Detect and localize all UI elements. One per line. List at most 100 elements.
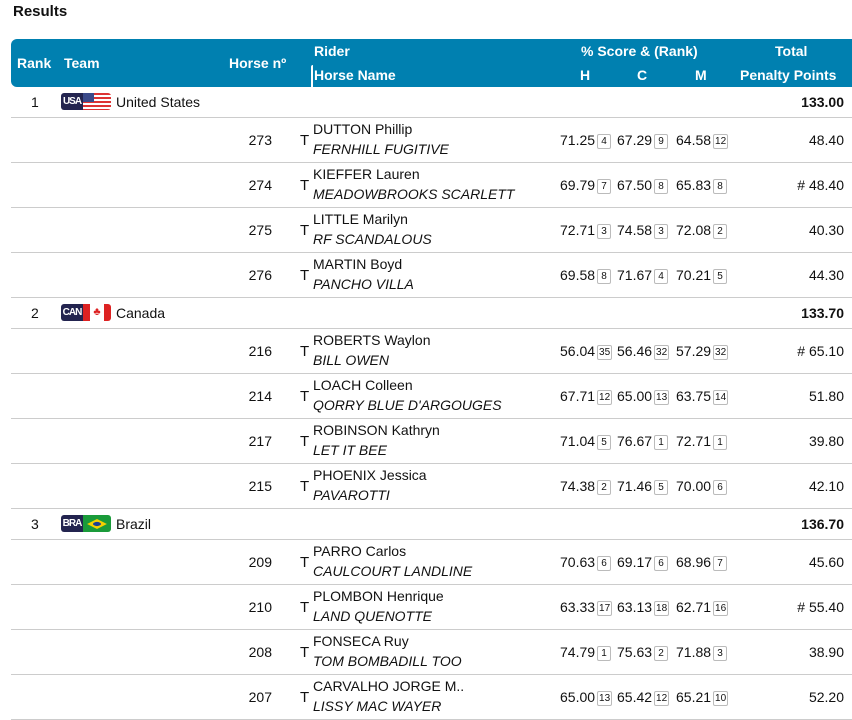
rank-badge: 5 xyxy=(597,435,612,450)
score-c: 69.17 6 xyxy=(617,554,669,571)
score-value: 67.50 xyxy=(617,177,653,193)
team-marker: T xyxy=(300,689,310,706)
flag-image xyxy=(83,515,111,532)
horse-name: LISSY MAC WAYER xyxy=(313,698,442,714)
results-table: 1 USA United States 133.00 273 T DUTTON Philli… xyxy=(11,87,852,720)
page-title: Results xyxy=(13,3,68,20)
team-marker: T xyxy=(300,433,310,450)
col-rank[interactable]: Rank xyxy=(17,55,52,71)
rider-row[interactable]: 216 T ROBERTS Waylon BILL OWEN 56.04 35 56.46 3… xyxy=(11,329,852,374)
score-c: 65.42 12 xyxy=(617,689,670,706)
horse-number: 276 xyxy=(248,267,272,283)
score-value: 76.67 xyxy=(617,433,653,449)
score-h: 63.33 17 xyxy=(560,599,613,616)
team-marker: T xyxy=(300,388,310,405)
rank-badge: 6 xyxy=(713,480,728,495)
col-c[interactable]: C xyxy=(637,67,648,83)
team-total: 133.70 xyxy=(801,305,844,321)
score-value: 75.63 xyxy=(617,644,653,660)
horse-name: PANCHO VILLA xyxy=(313,276,414,292)
rider-row[interactable]: 214 T LOACH Colleen QORRY BLUE D'ARGOUGES 67… xyxy=(11,374,852,419)
rank-badge: 8 xyxy=(597,269,612,284)
rider-name: KIEFFER Lauren xyxy=(313,166,420,182)
rank-badge: 32 xyxy=(713,345,729,360)
rank-badge: 4 xyxy=(654,269,669,284)
score-c: 75.63 2 xyxy=(617,644,669,661)
rider-name: DUTTON Phillip xyxy=(313,121,413,137)
score-value: 74.38 xyxy=(560,478,596,494)
score-value: 70.63 xyxy=(560,554,596,570)
rank-badge: 10 xyxy=(713,691,729,706)
horse-number: 217 xyxy=(248,433,272,449)
rider-name: PARRO Carlos xyxy=(313,543,407,559)
score-value: 74.58 xyxy=(617,222,653,238)
score-value: 70.21 xyxy=(676,267,712,283)
rider-row[interactable]: 210 T PLOMBON Henrique LAND QUENOTTE 63.33 17… xyxy=(11,585,852,630)
col-penalty[interactable]: Penalty Points xyxy=(740,67,837,83)
score-value: 63.75 xyxy=(676,388,712,404)
team-marker: T xyxy=(300,554,310,571)
rank-badge: 2 xyxy=(597,480,612,495)
score-m: 65.83 8 xyxy=(676,177,728,194)
rank-badge: 32 xyxy=(654,345,670,360)
score-value: 74.79 xyxy=(560,644,596,660)
col-m[interactable]: M xyxy=(695,67,707,83)
rider-row[interactable]: 217 T ROBINSON Kathryn LET IT BEE 71.04 5 76.6… xyxy=(11,419,852,464)
horse-number: 214 xyxy=(248,388,272,404)
score-value: 65.21 xyxy=(676,689,712,705)
score-value: 63.33 xyxy=(560,599,596,615)
country-code: CAN xyxy=(61,304,83,321)
rank-badge: 3 xyxy=(713,646,728,661)
rider-name: LOACH Colleen xyxy=(313,377,413,393)
col-rider[interactable]: Rider xyxy=(314,43,350,59)
score-m: 62.71 16 xyxy=(676,599,729,616)
rider-row[interactable]: 215 T PHOENIX Jessica PAVAROTTI 74.38 2 71.46 5… xyxy=(11,464,852,509)
horse-name: MEADOWBROOKS SCARLETT xyxy=(313,186,515,202)
col-h[interactable]: H xyxy=(580,67,591,83)
rank-badge: 5 xyxy=(713,269,728,284)
score-value: 71.67 xyxy=(617,267,653,283)
rank-badge: 17 xyxy=(597,601,613,616)
score-value: 57.29 xyxy=(676,343,712,359)
col-horse-name[interactable]: Horse Name xyxy=(314,67,396,83)
rider-row[interactable]: 273 T DUTTON Phillip FERNHILL FUGITIVE 71.25… xyxy=(11,118,852,163)
penalty-points: 44.30 xyxy=(808,267,844,283)
score-m: 57.29 32 xyxy=(676,343,729,360)
score-m: 63.75 14 xyxy=(676,388,729,405)
rider-row[interactable]: 274 T KIEFFER Lauren MEADOWBROOKS SCARLETT 6… xyxy=(11,163,852,208)
team-marker: T xyxy=(300,177,310,194)
rank-badge: 13 xyxy=(597,691,613,706)
rider-row[interactable]: 275 T LITTLE Marilyn RF SCANDALOUS 72.71 3 74.… xyxy=(11,208,852,253)
penalty-points: # 55.40 xyxy=(797,599,844,615)
score-m: 68.96 7 xyxy=(676,554,728,571)
rider-name: PLOMBON Henrique xyxy=(313,588,444,604)
score-value: 56.04 xyxy=(560,343,596,359)
score-value: 70.00 xyxy=(676,478,712,494)
rider-name: ROBINSON Kathryn xyxy=(313,422,440,438)
score-m: 64.58 12 xyxy=(676,132,729,149)
rider-name: ROBERTS Waylon xyxy=(313,332,431,348)
horse-name: RF SCANDALOUS xyxy=(313,231,432,247)
col-horse-no[interactable]: Horse nº xyxy=(229,55,287,71)
score-value: 65.00 xyxy=(617,388,653,404)
score-h: 69.58 8 xyxy=(560,267,612,284)
horse-name: BILL OWEN xyxy=(313,352,389,368)
rank-badge: 6 xyxy=(654,556,669,571)
team-name: Brazil xyxy=(116,516,152,532)
score-c: 76.67 1 xyxy=(617,433,669,450)
rider-row[interactable]: 209 T PARRO Carlos CAULCOURT LANDLINE 70.63 6… xyxy=(11,540,852,585)
flag-icon: CAN ♣ xyxy=(61,304,111,321)
rider-row[interactable]: 207 T CARVALHO JORGE M.. LISSY MAC WAYER 65.… xyxy=(11,675,852,720)
rider-row[interactable]: 208 T FONSECA Ruy TOM BOMBADILL TOO 74.79 1 75… xyxy=(11,630,852,675)
rank-badge: 9 xyxy=(654,134,669,149)
score-value: 62.71 xyxy=(676,599,712,615)
score-c: 63.13 18 xyxy=(617,599,670,616)
flag-image: ♣ xyxy=(83,304,111,321)
team-row: 2 CAN ♣ Canada 133.70 xyxy=(11,298,852,329)
penalty-points: 38.90 xyxy=(808,644,844,660)
col-score: % Score & (Rank) xyxy=(581,43,698,59)
team-row: 3 BRA Brazil 136.70 xyxy=(11,509,852,540)
rank-badge: 8 xyxy=(713,179,728,194)
rider-row[interactable]: 276 T MARTIN Boyd PANCHO VILLA 69.58 8 71.67 4 7… xyxy=(11,253,852,298)
col-team[interactable]: Team xyxy=(64,55,100,71)
